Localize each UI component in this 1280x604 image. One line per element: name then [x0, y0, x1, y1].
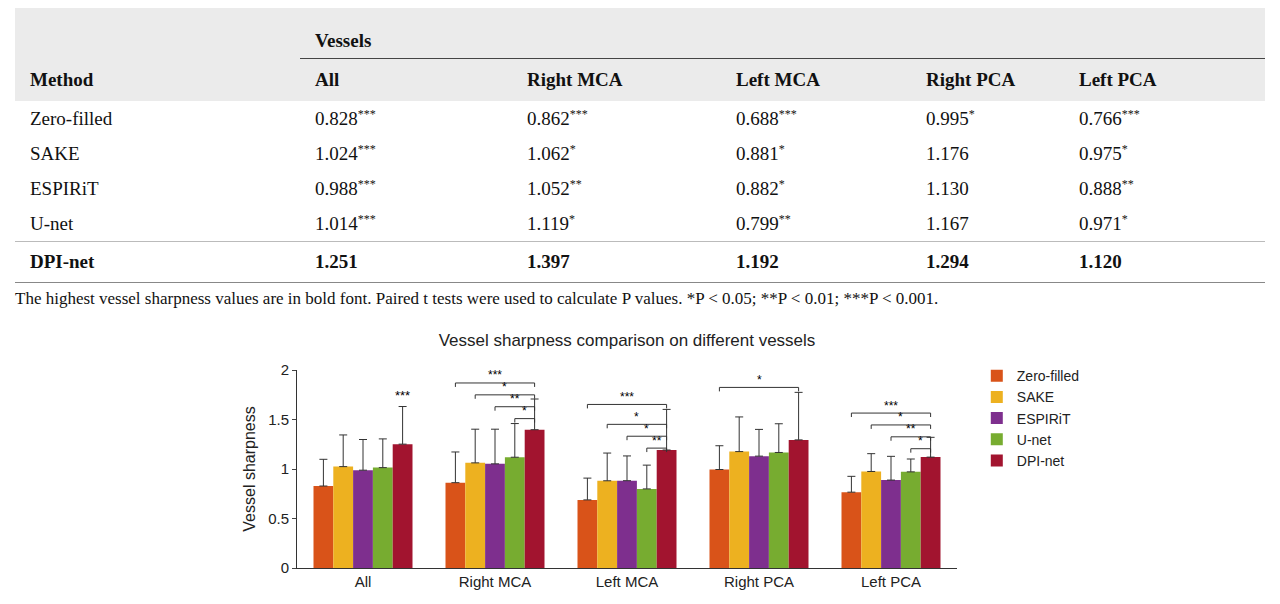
svg-text:**: **	[510, 392, 520, 406]
html-text:1.192: 1.192	[736, 251, 779, 272]
html-text:1.167: 1.167	[926, 212, 969, 234]
html-text:Left MCA: Left MCA	[736, 69, 820, 90]
svg-text:0.5: 0.5	[268, 510, 289, 527]
svg-text:Left MCA: Left MCA	[596, 573, 659, 590]
html-text:1.062*: 1.062*	[527, 141, 576, 165]
html-text:0.995*: 0.995*	[926, 106, 975, 130]
html-text:1.397: 1.397	[527, 251, 570, 272]
html-text:SAKE: SAKE	[30, 142, 80, 164]
html-text:0.975*: 0.975*	[1079, 141, 1128, 165]
html-text:1.024***: 1.024***	[315, 141, 376, 165]
html-text:0.988***: 0.988***	[315, 176, 376, 200]
svg-text:Right MCA: Right MCA	[459, 573, 532, 590]
html-text:DPI-net: DPI-net	[30, 251, 95, 272]
html-text:Zero-filled: Zero-filled	[30, 107, 113, 129]
svg-text:**: **	[906, 422, 916, 436]
html-text:ESPIRiT: ESPIRiT	[30, 177, 99, 199]
svg-text:Vessel sharpness: Vessel sharpness	[241, 406, 258, 531]
html-text:1.052**: 1.052**	[527, 176, 582, 200]
svg-text:2: 2	[281, 361, 289, 378]
html-text:1.130: 1.130	[926, 177, 969, 199]
svg-text:Zero-filled: Zero-filled	[1017, 368, 1079, 384]
html-text:0.688***: 0.688***	[736, 106, 797, 130]
html-text:0.862***: 0.862***	[527, 106, 588, 130]
svg-text:***: ***	[884, 399, 898, 413]
svg-text:Left PCA: Left PCA	[861, 573, 921, 590]
svg-text:1: 1	[281, 460, 289, 477]
html-text:0.766***: 0.766***	[1079, 106, 1140, 130]
svg-text:Vessel sharpness comparison on: Vessel sharpness comparison on different…	[439, 331, 816, 350]
svg-text:SAKE: SAKE	[1017, 389, 1054, 405]
svg-text:*: *	[898, 410, 903, 424]
svg-text:*: *	[522, 404, 527, 418]
html-text:0.882*: 0.882*	[736, 176, 785, 200]
html-text:The highest vessel sharpness v: The highest vessel sharpness values are …	[15, 289, 939, 308]
html-text:Method: Method	[30, 68, 94, 90]
html-text:0.828***: 0.828***	[315, 106, 376, 130]
svg-text:*: *	[644, 422, 649, 436]
html-text:1.176: 1.176	[926, 142, 969, 164]
html-text:0.888**: 0.888**	[1079, 176, 1134, 200]
svg-text:***: ***	[395, 388, 410, 403]
html-text:1.251: 1.251	[315, 251, 358, 272]
html-text:Left PCA: Left PCA	[1079, 69, 1157, 90]
svg-text:*: *	[634, 410, 639, 424]
html-text:1.014***: 1.014***	[315, 211, 376, 235]
html-text:0.881*: 0.881*	[736, 141, 785, 165]
html-text:1.294: 1.294	[926, 251, 969, 272]
html-text:Right PCA: Right PCA	[926, 69, 1016, 90]
html-text:0.971*: 0.971*	[1079, 211, 1128, 235]
html-text:Vessels: Vessels	[315, 30, 372, 51]
svg-text:***: ***	[620, 390, 634, 404]
html-text:1.120: 1.120	[1079, 251, 1122, 272]
svg-text:DPI-net: DPI-net	[1017, 453, 1065, 469]
svg-text:0: 0	[281, 559, 289, 576]
svg-text:Right PCA: Right PCA	[724, 573, 794, 590]
svg-text:U-net: U-net	[1017, 432, 1051, 448]
html-text:1.119*: 1.119*	[527, 211, 575, 235]
html-text:U-net: U-net	[30, 212, 74, 234]
svg-text:All: All	[355, 573, 372, 590]
svg-text:*: *	[757, 373, 762, 387]
svg-text:***: ***	[488, 368, 502, 382]
svg-text:ESPIRiT: ESPIRiT	[1017, 411, 1071, 427]
svg-text:*: *	[502, 380, 507, 394]
svg-text:1.5: 1.5	[268, 411, 289, 428]
html-text:Right MCA: Right MCA	[527, 69, 623, 90]
html-text:0.799**: 0.799**	[736, 211, 791, 235]
svg-text:**: **	[652, 434, 662, 448]
html-text:All: All	[315, 69, 340, 90]
svg-text:*: *	[918, 434, 923, 448]
